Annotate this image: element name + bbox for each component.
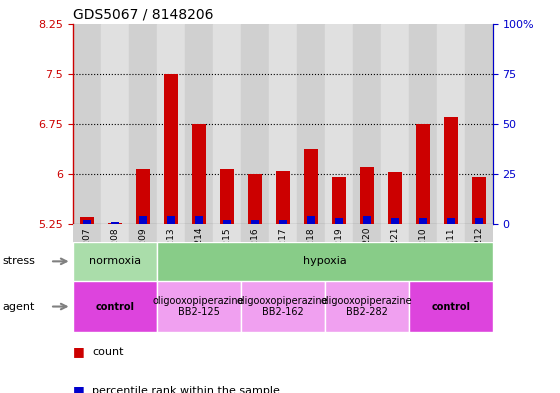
Bar <box>437 224 465 283</box>
Bar <box>241 281 325 332</box>
Bar <box>304 149 318 224</box>
Bar <box>279 220 287 224</box>
Bar <box>269 24 297 224</box>
Text: hypoxia: hypoxia <box>303 256 347 266</box>
Text: ■: ■ <box>73 345 85 358</box>
Bar <box>108 223 122 224</box>
Text: oligooxopiperazine
BB2-162: oligooxopiperazine BB2-162 <box>237 296 329 317</box>
Text: GSM1169209: GSM1169209 <box>138 227 147 288</box>
Text: count: count <box>92 347 124 357</box>
Text: control: control <box>95 301 134 312</box>
Bar <box>167 216 175 224</box>
Bar <box>80 217 94 224</box>
Bar <box>409 224 437 283</box>
Text: normoxia: normoxia <box>88 256 141 266</box>
Bar <box>83 220 91 224</box>
Bar <box>129 24 157 224</box>
Bar <box>335 218 343 224</box>
Bar <box>241 24 269 224</box>
Bar <box>192 124 206 224</box>
Text: GSM1169212: GSM1169212 <box>474 227 483 287</box>
Bar <box>111 222 119 224</box>
Bar <box>353 224 381 283</box>
Bar <box>269 224 297 283</box>
Text: control: control <box>431 301 470 312</box>
Bar <box>360 167 374 224</box>
Text: GSM1169208: GSM1169208 <box>110 227 119 288</box>
Bar <box>325 281 409 332</box>
Bar <box>447 218 455 224</box>
Bar <box>388 172 402 224</box>
Bar <box>297 224 325 283</box>
Text: GSM1169218: GSM1169218 <box>306 227 315 288</box>
Bar <box>332 177 346 224</box>
Bar <box>325 24 353 224</box>
Text: GSM1169207: GSM1169207 <box>82 227 91 288</box>
Text: percentile rank within the sample: percentile rank within the sample <box>92 386 280 393</box>
Bar <box>363 216 371 224</box>
Bar <box>73 224 101 283</box>
Text: GSM1169221: GSM1169221 <box>390 227 399 287</box>
Bar <box>164 74 178 224</box>
Bar <box>307 216 315 224</box>
Text: GSM1169215: GSM1169215 <box>222 227 231 288</box>
Bar <box>157 224 185 283</box>
Bar <box>353 24 381 224</box>
Text: ■: ■ <box>73 384 85 393</box>
Text: oligooxopiperazine
BB2-282: oligooxopiperazine BB2-282 <box>321 296 413 317</box>
Bar <box>101 224 129 283</box>
Bar <box>139 216 147 224</box>
Bar <box>185 24 213 224</box>
Bar <box>213 24 241 224</box>
Bar <box>101 24 129 224</box>
Text: agent: agent <box>3 301 35 312</box>
Text: stress: stress <box>3 256 36 266</box>
Text: GSM1169219: GSM1169219 <box>334 227 343 288</box>
Bar <box>472 177 486 224</box>
Bar <box>213 224 241 283</box>
Text: GSM1169220: GSM1169220 <box>362 227 371 287</box>
Bar <box>157 24 185 224</box>
Text: GSM1169210: GSM1169210 <box>418 227 427 288</box>
Bar <box>241 224 269 283</box>
Bar <box>419 218 427 224</box>
Bar <box>416 124 430 224</box>
Text: GDS5067 / 8148206: GDS5067 / 8148206 <box>73 7 213 21</box>
Bar <box>129 224 157 283</box>
Bar <box>73 281 157 332</box>
Bar <box>444 117 458 224</box>
Bar <box>297 24 325 224</box>
Text: GSM1169214: GSM1169214 <box>194 227 203 287</box>
Bar <box>73 24 101 224</box>
Bar <box>223 220 231 224</box>
Bar <box>157 242 493 281</box>
Bar <box>185 224 213 283</box>
Bar <box>248 174 262 224</box>
Text: GSM1169213: GSM1169213 <box>166 227 175 288</box>
Bar <box>73 242 157 281</box>
Text: oligooxopiperazine
BB2-125: oligooxopiperazine BB2-125 <box>153 296 245 317</box>
Bar <box>465 224 493 283</box>
Bar <box>475 218 483 224</box>
Bar <box>381 224 409 283</box>
Bar <box>195 216 203 224</box>
Bar <box>136 169 150 224</box>
Text: GSM1169216: GSM1169216 <box>250 227 259 288</box>
Bar <box>391 218 399 224</box>
Text: GSM1169211: GSM1169211 <box>446 227 455 288</box>
Bar <box>251 220 259 224</box>
Bar <box>276 171 290 224</box>
Bar <box>325 224 353 283</box>
Bar <box>157 281 241 332</box>
Bar <box>465 24 493 224</box>
Bar <box>409 281 493 332</box>
Bar <box>220 169 234 224</box>
Bar <box>437 24 465 224</box>
Text: GSM1169217: GSM1169217 <box>278 227 287 288</box>
Bar <box>381 24 409 224</box>
Bar <box>409 24 437 224</box>
